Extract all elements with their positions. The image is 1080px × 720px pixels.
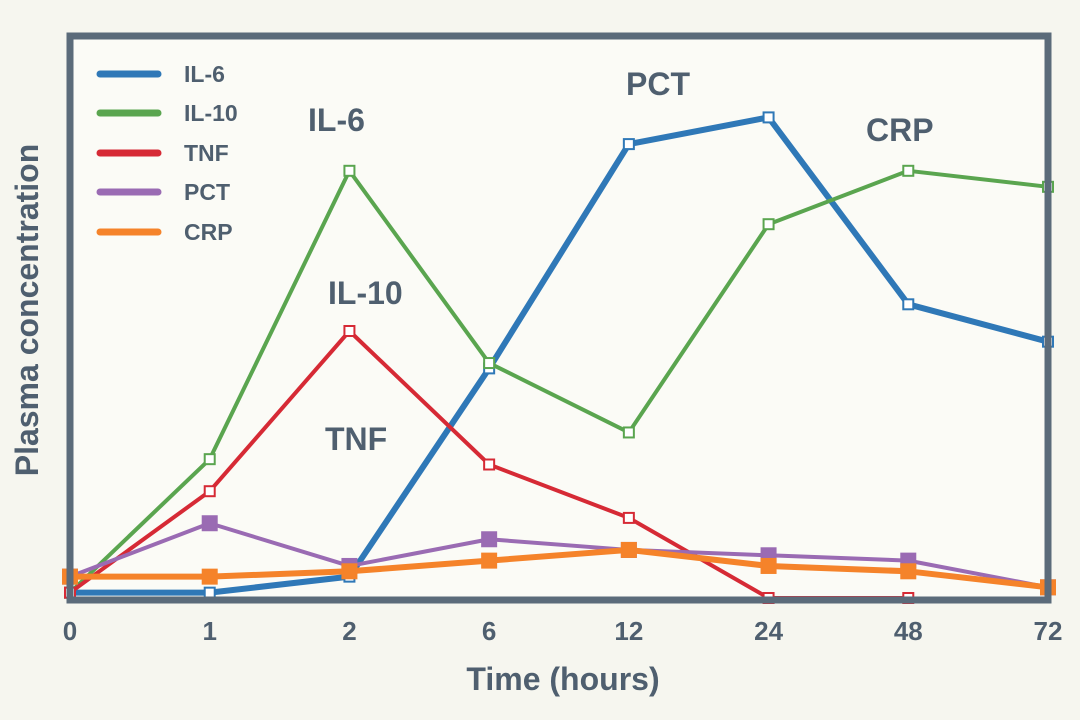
data-point-il10 xyxy=(483,357,496,370)
data-point-il6 xyxy=(203,586,216,599)
x-axis-title: Time (hours) xyxy=(466,661,659,697)
legend-label-pct: PCT xyxy=(184,179,230,205)
data-point-pct xyxy=(481,531,498,548)
data-point-il6 xyxy=(762,111,775,124)
annotation-crp: CRP xyxy=(866,112,934,148)
data-point-crp xyxy=(760,557,777,574)
data-point-tnf xyxy=(483,458,496,471)
legend-label-crp: CRP xyxy=(184,219,233,245)
legend-label-il10: IL-10 xyxy=(184,100,238,126)
plot-background xyxy=(70,36,1048,600)
data-point-il10 xyxy=(902,164,915,177)
data-point-il10 xyxy=(203,453,216,466)
x-tick-label: 48 xyxy=(894,616,923,646)
x-tick-label: 24 xyxy=(754,616,783,646)
annotation-il6: IL-6 xyxy=(308,102,365,138)
x-tick-label: 12 xyxy=(614,616,643,646)
data-point-tnf xyxy=(343,325,356,337)
data-point-crp xyxy=(341,563,358,580)
data-point-crp xyxy=(620,541,637,558)
data-point-crp xyxy=(900,563,917,580)
series-line-il10 xyxy=(68,168,1049,595)
x-tick-labels: 0 1 2 6 12 24 48 72 xyxy=(63,616,1063,646)
data-point-il6 xyxy=(622,138,635,151)
legend-label-tnf: TNF xyxy=(184,140,229,166)
data-point-il6 xyxy=(902,298,915,311)
data-point-crp xyxy=(481,552,498,569)
series-line-crp xyxy=(70,546,1049,591)
data-point-il10 xyxy=(762,218,775,231)
legend: IL-6 IL-10 TNF PCT CRP xyxy=(96,61,238,245)
data-point-tnf xyxy=(622,511,635,524)
data-point-pct xyxy=(201,515,218,532)
data-point-il10 xyxy=(343,164,356,177)
data-point-crp xyxy=(201,568,218,585)
legend-label-il6: IL-6 xyxy=(184,61,225,87)
annotation-tnf: TNF xyxy=(325,421,387,457)
annotations: IL-6 IL-10 TNF PCT CRP xyxy=(308,66,934,457)
series-line-il6 xyxy=(70,114,1049,596)
x-tick-label: 2 xyxy=(342,616,356,646)
plot-frame xyxy=(66,32,1052,604)
annotation-pct: PCT xyxy=(626,66,690,102)
data-point-il10 xyxy=(622,426,635,439)
y-axis-title: Plasma concentration xyxy=(9,144,45,477)
x-tick-label: 1 xyxy=(202,616,216,646)
annotation-il10: IL-10 xyxy=(328,275,403,311)
data-point-tnf xyxy=(203,485,216,498)
x-tick-label: 0 xyxy=(63,616,77,646)
x-tick-label: 72 xyxy=(1034,616,1063,646)
x-tick-label: 6 xyxy=(482,616,496,646)
series-line-pct xyxy=(69,521,1049,590)
